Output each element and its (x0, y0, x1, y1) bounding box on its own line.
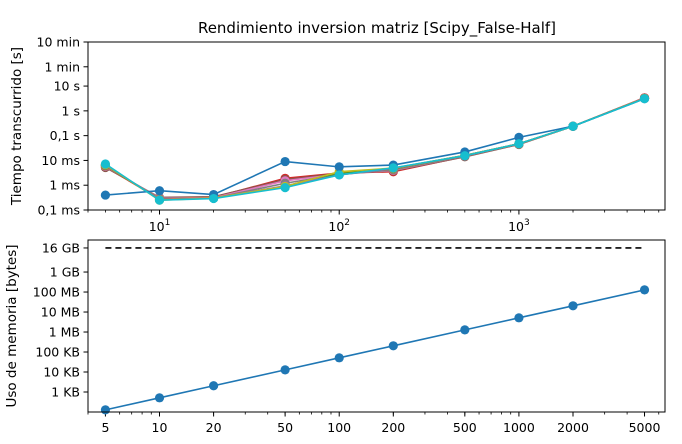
y-tick-label: 0,1 ms (37, 203, 80, 218)
series-8 (100, 93, 650, 205)
x-tick-label: 20 (206, 420, 222, 435)
data-point (100, 405, 111, 415)
y-tick-label: 1 min (45, 59, 81, 74)
y-tick-label: 10 KB (43, 365, 80, 380)
data-point (514, 313, 524, 323)
data-point (100, 159, 111, 169)
data-point (460, 151, 470, 161)
series-2 (100, 93, 650, 203)
time-series-group (100, 93, 650, 205)
series-line (105, 97, 645, 199)
data-point (639, 94, 650, 104)
data-point (154, 186, 165, 196)
x-tick-label: 1000 (503, 420, 535, 435)
series-6 (100, 93, 650, 205)
data-point (514, 132, 524, 142)
x-tick-label: 500 (453, 420, 477, 435)
data-point (209, 381, 219, 391)
series-line (105, 97, 645, 200)
memory-series-group (100, 285, 650, 415)
x-tick-label: 2000 (557, 420, 589, 435)
series-line (104, 97, 645, 201)
data-point (460, 325, 470, 335)
y-tick-label: 1 GB (50, 265, 80, 280)
series-line (104, 97, 645, 201)
y-tick-label: 0,1 s (50, 128, 80, 143)
data-point (154, 195, 165, 205)
x-tick-label: 101 (149, 218, 171, 234)
series-3 (100, 93, 650, 203)
x-tick-label: 50 (277, 420, 293, 435)
y-tick-label: 10 MB (41, 305, 80, 320)
x-tick-label: 5000 (629, 420, 661, 435)
y-tick-label: 1 MB (49, 325, 80, 340)
series-5 (100, 93, 650, 204)
y-tick-label: 1 KB (51, 385, 80, 400)
data-point (334, 170, 344, 180)
series-9 (100, 94, 650, 200)
time-axis-ticks: 101 102 103 0,1 ms 1 ms 10 ms 0,1 s 1 s 10 s 1 mi… (37, 35, 660, 234)
data-point (100, 190, 111, 200)
x-tick-label: 200 (381, 420, 405, 435)
data-point (154, 393, 165, 403)
data-point (209, 193, 219, 204)
series-7 (100, 93, 650, 205)
x-tick-label: 5 (101, 420, 109, 435)
series-line (105, 289, 645, 411)
x-tick-label: 102 (328, 218, 350, 234)
y-tick-label: 10 ms (41, 153, 80, 168)
series-line (104, 97, 645, 201)
data-point (388, 341, 398, 351)
y-tick-label: 16 GB (42, 240, 80, 255)
data-point (514, 139, 524, 149)
x-tick-label: 103 (508, 218, 530, 234)
data-point (280, 183, 290, 193)
x-tick-label: 10 (152, 420, 168, 435)
series-1 (100, 285, 650, 415)
data-point (334, 353, 344, 363)
data-point (280, 156, 290, 167)
y-tick-label: 100 MB (33, 285, 80, 300)
memory-panel: Uso de memoria [bytes] 5 10 20 50 100 200 500 1… (4, 239, 666, 435)
time-panel: Rendimiento inversion matriz [Scipy_Fals… (9, 19, 666, 234)
series-4 (100, 93, 650, 204)
time-y-axis-label: Tiempo transcurrido [s] (9, 47, 25, 206)
time-chart-title: Rendimiento inversion matriz [Scipy_Fals… (198, 19, 556, 38)
time-plot-frame (87, 41, 666, 211)
memory-y-axis-label: Uso de memoria [bytes] (4, 244, 20, 407)
series-10 (100, 94, 650, 205)
data-point (280, 365, 290, 375)
series-1 (100, 93, 650, 204)
series-line (105, 96, 645, 200)
series-line (105, 97, 645, 196)
data-point (568, 301, 578, 311)
data-point (568, 121, 578, 131)
series-line (105, 97, 645, 199)
y-tick-label: 1 ms (49, 178, 80, 193)
data-point (388, 163, 398, 173)
y-tick-label: 1 s (62, 103, 80, 118)
series-line (104, 97, 645, 201)
y-tick-label: 100 KB (35, 345, 80, 360)
data-point (334, 162, 344, 172)
y-tick-label: 10 min (37, 35, 80, 50)
series-line (104, 97, 645, 201)
data-point (639, 285, 650, 295)
y-tick-label: 10 s (54, 79, 80, 94)
x-tick-label: 100 (327, 420, 351, 435)
memory-axis-ticks: 5 10 20 50 100 200 500 1000 2000 5000 1 KB 10 KB 100… (33, 240, 661, 435)
memory-plot-frame (87, 239, 666, 413)
